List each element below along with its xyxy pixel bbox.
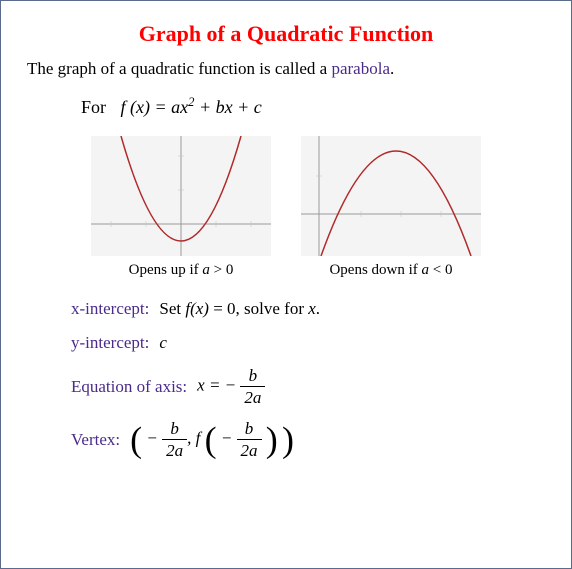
paren-close-2: ) (266, 420, 278, 460)
axis-eq-num: b (240, 367, 265, 387)
axis-eq-frac: b 2a (240, 367, 265, 406)
chart-opens-up: Opens up if a > 0 (91, 136, 271, 279)
charts-row: Opens up if a > 0 Opens down if a < 0 (21, 136, 551, 279)
axis-eq-value: x = − b 2a (197, 367, 265, 406)
vertex-neg1: − (146, 428, 157, 447)
x-int-fx: f(x) (185, 299, 209, 318)
intro-prefix: The graph of a quadratic function is cal… (27, 59, 331, 78)
paren-open-1: ( (130, 420, 142, 460)
x-intercept-row: x-intercept: Set f(x) = 0, solve for x. (71, 299, 551, 319)
axis-eq-lhs: x = − (197, 375, 236, 394)
vertex-value: ( − b 2a , f ( − b 2a ) ) (130, 420, 294, 459)
properties-list: x-intercept: Set f(x) = 0, solve for x. … (71, 299, 551, 459)
axis-eq-label: Equation of axis: (71, 377, 187, 397)
y-intercept-label: y-intercept: (71, 333, 149, 353)
vertex-label: Vertex: (71, 430, 120, 450)
caption-up-var: a (202, 262, 210, 278)
vertex-row: Vertex: ( − b 2a , f ( − b 2a ) ) (71, 420, 551, 459)
page-title: Graph of a Quadratic Function (21, 21, 551, 47)
vertex-frac2: b 2a (237, 420, 262, 459)
caption-down-prefix: Opens down if (329, 262, 421, 278)
vertex-den1: 2a (162, 440, 187, 459)
parabola-up-svg (91, 136, 271, 256)
x-int-suffix: . (316, 299, 320, 318)
x-int-mid: = 0, solve for (209, 299, 308, 318)
chart-opens-down: Opens down if a < 0 (301, 136, 481, 279)
page-container: Graph of a Quadratic Function The graph … (0, 0, 572, 569)
vertex-num1: b (162, 420, 187, 440)
y-intercept-value: c (159, 333, 167, 353)
intro-highlight: parabola (331, 59, 390, 78)
formula-line: For f (x) = ax2 + bx + c (81, 95, 551, 118)
intro-suffix: . (390, 59, 394, 78)
vertex-f: f (196, 428, 201, 447)
y-intercept-row: y-intercept: c (71, 333, 551, 353)
vertex-neg2: − (221, 428, 232, 447)
x-intercept-label: x-intercept: (71, 299, 149, 319)
x-int-prefix: Set (159, 299, 185, 318)
caption-up: Opens up if a > 0 (91, 262, 271, 279)
axis-equation-row: Equation of axis: x = − b 2a (71, 367, 551, 406)
parabola-down-svg (301, 136, 481, 256)
x-intercept-value: Set f(x) = 0, solve for x. (159, 299, 320, 319)
caption-up-cond: > 0 (210, 262, 233, 278)
intro-text: The graph of a quadratic function is cal… (27, 59, 551, 79)
formula-label: For (81, 97, 106, 117)
caption-down: Opens down if a < 0 (301, 262, 481, 279)
caption-down-var: a (422, 262, 430, 278)
caption-up-prefix: Opens up if (129, 262, 203, 278)
paren-close-1: ) (282, 420, 294, 460)
vertex-frac1: b 2a (162, 420, 187, 459)
vertex-den2: 2a (237, 440, 262, 459)
x-int-var: x (308, 299, 316, 318)
vertex-num2: b (237, 420, 262, 440)
paren-open-2: ( (205, 420, 217, 460)
caption-down-cond: < 0 (429, 262, 452, 278)
vertex-comma: , (187, 428, 196, 447)
axis-eq-den: 2a (240, 387, 265, 406)
formula-expr: f (x) = ax2 + bx + c (121, 97, 262, 117)
